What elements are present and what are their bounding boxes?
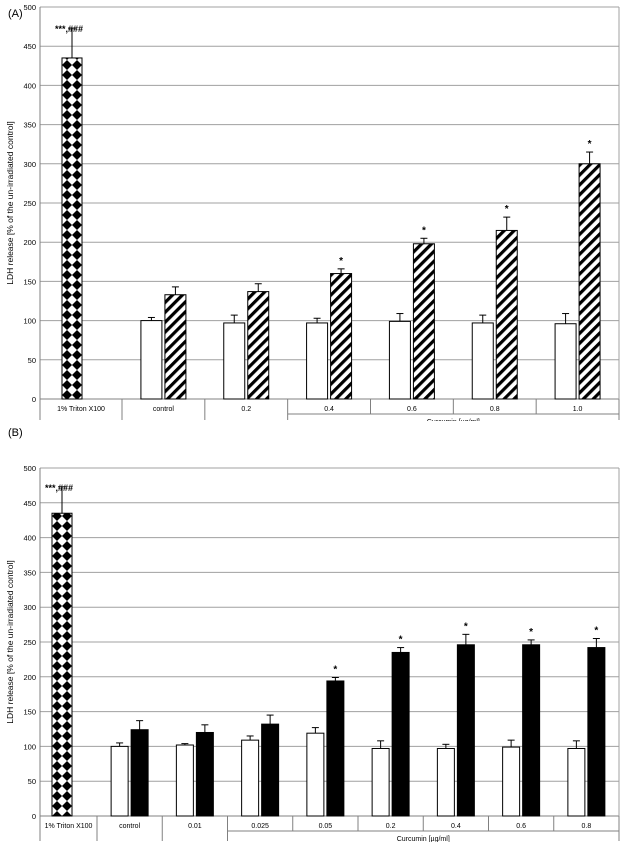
x-tick-label: 0.8 (490, 406, 500, 413)
significance-star: * (464, 621, 468, 632)
bar-irradiated (522, 644, 541, 817)
y-tick-label: 500 (23, 464, 36, 473)
significance-star: * (339, 256, 343, 267)
y-tick-label: 300 (23, 603, 36, 612)
x-tick-label: 0.2 (386, 823, 396, 830)
bar-unirradiated (471, 322, 494, 400)
bar-unirradiated (306, 732, 325, 817)
y-tick-label: 100 (23, 742, 36, 751)
y-tick-label: 400 (23, 534, 36, 543)
bar-irradiated (412, 243, 435, 400)
significance-star: * (505, 204, 509, 215)
y-tick-label: 150 (23, 277, 36, 286)
bar-unirradiated (306, 322, 329, 400)
y-tick-label: 450 (23, 42, 36, 51)
bar-unirradiated (175, 744, 194, 817)
bar-irradiated (130, 729, 149, 817)
y-tick-label: 50 (28, 356, 36, 365)
y-tick-label: 200 (23, 238, 36, 247)
x-tick-label: 0.4 (324, 406, 334, 413)
y-tick-label: 350 (23, 121, 36, 130)
chart-b-svg: (B) 0 50 100 150 200 250 300 350 400 450 500 LDH rel… (5, 427, 620, 842)
chart-a-svg: (A) 0 50 100 150 200 250 300 350 400 450 500 LDH rel… (5, 3, 620, 421)
bar-irradiated (587, 647, 606, 817)
x-tick-label: 0.2 (241, 406, 251, 413)
bar-unirradiated (554, 323, 577, 400)
x-group-label: Curcumin [µg/ml] (397, 836, 450, 842)
bar-unirradiated (388, 320, 411, 400)
x-tick-label: 0.025 (251, 823, 269, 830)
bar-triton (61, 57, 83, 400)
y-tick-label: 300 (23, 160, 36, 169)
y-tick-label: 0 (32, 395, 36, 404)
bar-irradiated (495, 229, 518, 400)
bar-triton (51, 512, 73, 817)
bar-unirradiated (140, 320, 163, 400)
x-tick-label: 0.6 (407, 406, 417, 413)
y-tick-label: 250 (23, 638, 36, 647)
y-tick-label: 400 (23, 81, 36, 90)
x-tick-label: 1.0 (573, 406, 583, 413)
y-tick-label: 350 (23, 568, 36, 577)
significance-star: * (529, 627, 533, 638)
bar-irradiated (330, 273, 353, 400)
y-tick-label: 250 (23, 199, 36, 208)
x-tick-label: 0.01 (188, 823, 202, 830)
bar-unirradiated (371, 747, 390, 817)
significance-label: ***,### (45, 483, 73, 493)
y-tick-label: 0 (32, 812, 36, 821)
chart-panel-a: (A) 0 50 100 150 200 250 300 350 400 450 500 LDH rel… (0, 0, 626, 421)
x-tick-label: 1% Triton X100 (45, 823, 93, 830)
significance-star: * (588, 139, 592, 150)
bar-irradiated (164, 294, 187, 400)
panel-label: (A) (8, 8, 23, 20)
panel-label: (B) (8, 427, 23, 439)
chart-panel-b: (B) 0 50 100 150 200 250 300 350 400 450 500 LDH rel… (0, 421, 626, 842)
x-tick-label: control (119, 823, 140, 830)
bar-unirradiated (567, 747, 586, 817)
x-tick-label: control (153, 406, 174, 413)
significance-star: * (594, 626, 598, 637)
y-tick-label: 450 (23, 499, 36, 508)
bar-irradiated (578, 163, 601, 400)
x-tick-label: 0.05 (319, 823, 333, 830)
y-tick-label: 500 (23, 3, 36, 12)
bar-irradiated (326, 680, 345, 817)
y-tick-label: 100 (23, 317, 36, 326)
y-axis-title: LDH release [% of the un-irradiated cont… (5, 560, 15, 723)
bar-irradiated (247, 291, 270, 400)
bar-unirradiated (110, 745, 129, 817)
bar-unirradiated (436, 747, 455, 817)
bar-irradiated (261, 723, 280, 817)
significance-label: ***,### (55, 24, 83, 34)
bar-unirradiated (223, 322, 246, 400)
y-axis-title: LDH release [% of the un-irradiated cont… (5, 121, 15, 284)
y-tick-label: 50 (28, 777, 36, 786)
bar-irradiated (391, 651, 410, 817)
x-tick-label: 1% Triton X100 (57, 406, 105, 413)
y-tick-label: 200 (23, 673, 36, 682)
significance-star: * (422, 225, 426, 236)
bar-irradiated (456, 644, 475, 817)
x-tick-label: 0.6 (516, 823, 526, 830)
significance-star: * (333, 664, 337, 675)
bar-irradiated (195, 731, 214, 817)
x-group-label: Curcumin [µg/ml] (427, 419, 480, 421)
bar-unirradiated (241, 739, 260, 817)
x-tick-label: 0.8 (582, 823, 592, 830)
bar-unirradiated (502, 746, 521, 817)
x-tick-label: 0.4 (451, 823, 461, 830)
y-tick-label: 150 (23, 708, 36, 717)
significance-star: * (399, 635, 403, 646)
